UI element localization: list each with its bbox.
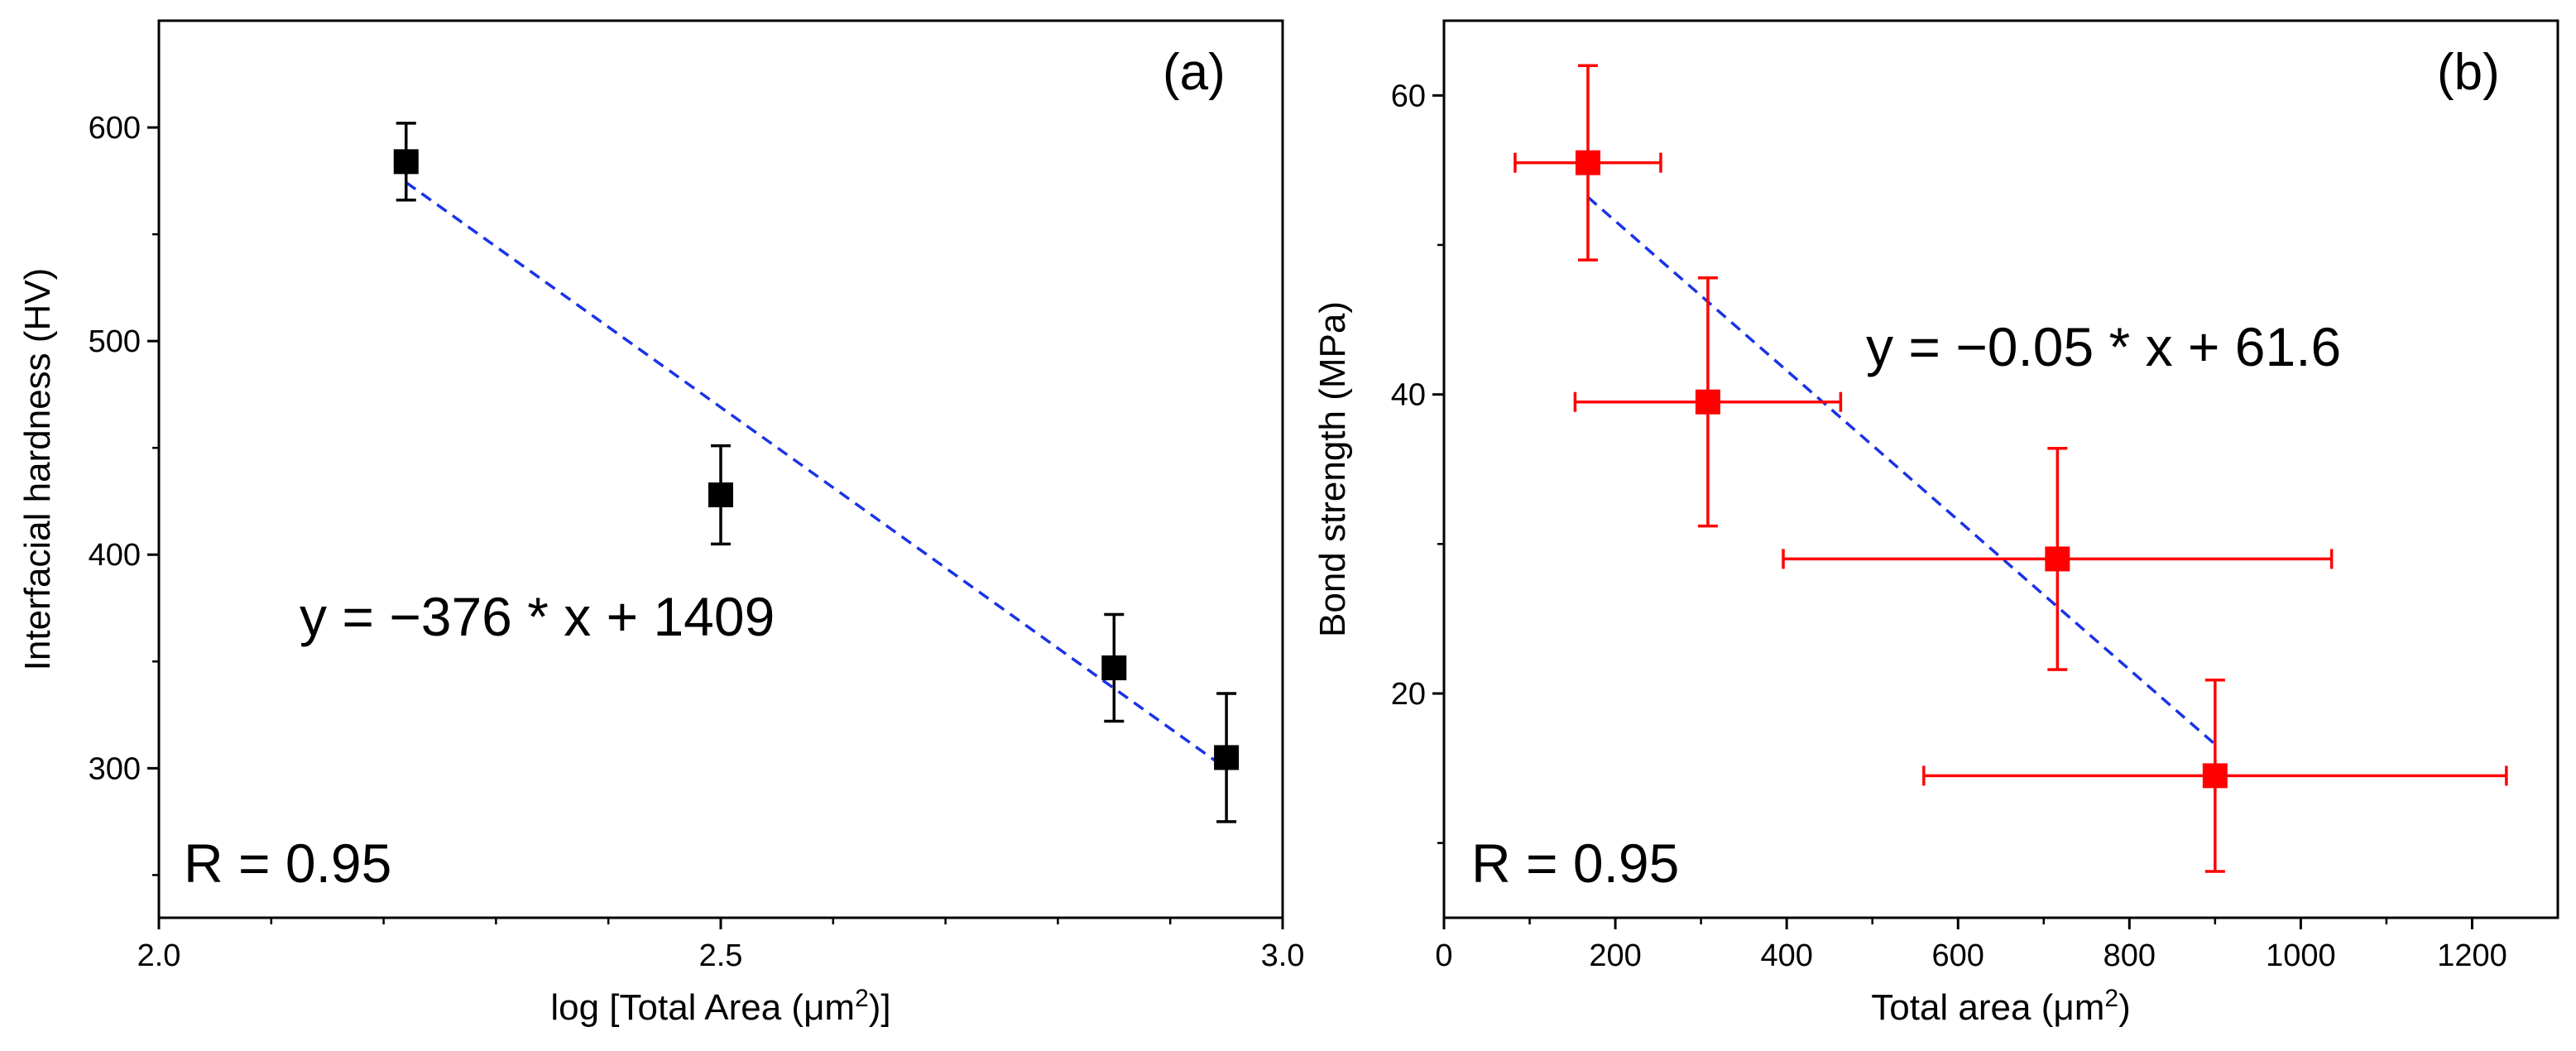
fit-line xyxy=(405,181,1228,770)
y-tick-label: 20 xyxy=(1391,677,1426,712)
square-marker xyxy=(2202,763,2228,789)
data-point xyxy=(1782,446,2334,671)
fit-line xyxy=(1586,195,2216,746)
panel-b-x-axis-title: Total area (μm2) xyxy=(1871,985,2130,1028)
panel-b: 0 200 400 600 800 1000 1200 20 40 60 (b) y = −0.0… xyxy=(1312,19,2559,1028)
y-tick-label: 400 xyxy=(89,538,141,573)
data-point xyxy=(393,122,419,202)
panel-b-data-points xyxy=(1513,64,2508,873)
panel-a-fit-line xyxy=(405,181,1228,770)
panel-b-fit-line xyxy=(1586,195,2216,746)
square-marker xyxy=(1575,150,1600,175)
x-tick-label: 2.5 xyxy=(699,938,743,973)
panel-b-label: (b) xyxy=(2437,44,2500,101)
panel-b-plot-frame xyxy=(1442,19,2559,919)
y-tick-label: 500 xyxy=(89,324,141,359)
data-point xyxy=(1513,64,1662,262)
panel-a-ticks: 2.0 2.5 3.0 300 400 500 600 xyxy=(89,111,1305,973)
square-marker xyxy=(2045,546,2070,572)
panel-b-r-value: R = 0.95 xyxy=(1471,833,1679,894)
panel-b-ticks: 0 200 400 600 800 1000 1200 20 40 60 xyxy=(1391,79,2507,973)
panel-a-label: (a) xyxy=(1163,44,1226,101)
x-tick-label: 1000 xyxy=(2266,938,2336,973)
data-point xyxy=(1573,276,1843,528)
x-tick-label: 2.0 xyxy=(137,938,181,973)
x-tick-label: 600 xyxy=(1932,938,1984,973)
square-marker xyxy=(708,482,733,507)
x-tick-label: 400 xyxy=(1760,938,1812,973)
data-point xyxy=(708,444,733,546)
y-tick-label: 300 xyxy=(89,751,141,786)
panel-a-x-axis-title: log [Total Area (μm2)] xyxy=(550,985,890,1028)
panel-a-y-axis-title: Interfacial hardness (HV) xyxy=(17,268,58,671)
panel-a-data-points xyxy=(393,122,1240,823)
data-point xyxy=(1101,612,1127,723)
x-tick-label: 800 xyxy=(2103,938,2156,973)
square-marker xyxy=(1214,745,1240,770)
x-tick-label: 0 xyxy=(1435,938,1452,973)
square-marker xyxy=(1101,655,1127,681)
data-point xyxy=(1922,678,2508,873)
x-tick-label: 1200 xyxy=(2437,938,2507,973)
y-tick-label: 60 xyxy=(1391,79,1426,113)
panel-a: 2.0 2.5 3.0 300 400 500 600 (a) y = −376 * x +… xyxy=(17,19,1305,1028)
y-tick-label: 40 xyxy=(1391,378,1426,413)
panel-b-y-axis-title: Bond strength (MPa) xyxy=(1312,301,1353,637)
panel-a-r-value: R = 0.95 xyxy=(184,833,391,894)
y-tick-label: 600 xyxy=(89,111,141,146)
x-tick-label: 200 xyxy=(1589,938,1641,973)
x-tick-label: 3.0 xyxy=(1261,938,1305,973)
panel-b-equation: y = −0.05 * x + 61.6 xyxy=(1866,316,2341,377)
square-marker xyxy=(393,149,419,175)
square-marker xyxy=(1695,389,1720,415)
panel-a-equation: y = −376 * x + 1409 xyxy=(300,586,775,647)
data-point xyxy=(1214,692,1240,823)
